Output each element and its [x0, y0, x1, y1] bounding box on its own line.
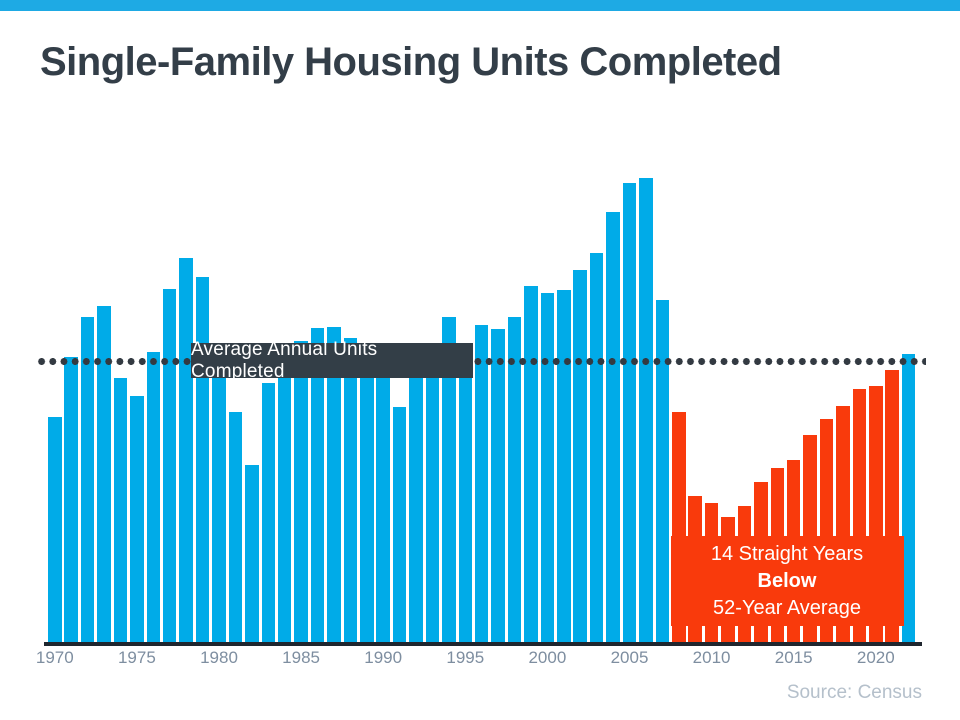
page-title: Single-Family Housing Units Completed: [40, 40, 782, 84]
bar-1973: [97, 306, 111, 642]
bar-1997: [491, 329, 505, 642]
x-tick-2015: 2015: [774, 648, 813, 667]
bar-1987: [327, 327, 341, 642]
bar-2002: [573, 270, 587, 642]
bar-1990: [376, 371, 390, 642]
bar-1984: [277, 354, 292, 642]
header-accent-bar: [0, 0, 960, 11]
bar-1980: [212, 373, 226, 642]
bar-1976: [146, 352, 160, 642]
bar-1974: [113, 378, 128, 642]
source-label: Source: Census: [786, 682, 922, 703]
bar-1985: [294, 341, 308, 642]
bar-1993: [425, 350, 440, 642]
x-axis-line: [44, 642, 922, 646]
bar-1979: [195, 277, 210, 642]
x-tick-1985: 1985: [282, 648, 320, 667]
bar-1991: [392, 407, 407, 642]
bar-1986: [310, 328, 325, 642]
annotation-line-3: 52-Year Average: [713, 596, 861, 619]
bar-1994: [442, 317, 456, 642]
x-tick-1980: 1980: [200, 648, 238, 667]
bar-1998: [507, 317, 522, 642]
bar-2000: [540, 293, 555, 642]
bar-2005: [622, 183, 637, 642]
x-tick-2020: 2020: [856, 648, 895, 667]
bar-1972: [80, 317, 95, 642]
x-tick-1975: 1975: [117, 648, 156, 667]
annotation-line-1: 14 Straight Years: [710, 542, 864, 565]
x-tick-1990: 1990: [364, 648, 403, 667]
bar-1988: [343, 338, 358, 642]
bar-2007: [655, 300, 669, 642]
bar-1989: [360, 354, 374, 642]
bar-1982: [245, 465, 259, 642]
bar-2004: [606, 212, 620, 642]
bar-1996: [474, 325, 489, 642]
x-tick-2000: 2000: [528, 648, 567, 667]
bar-1995: [458, 343, 472, 642]
bar-1977: [162, 289, 177, 642]
bar-1981: [228, 412, 243, 642]
average-line-label-box: Average Annual Units Completed: [191, 339, 473, 382]
bar-2006: [639, 178, 653, 642]
bar-1992: [409, 372, 423, 642]
bar-1999: [524, 286, 538, 642]
below-average-annotation-box: 14 Straight Years Below 52-Year Average: [670, 536, 904, 626]
bar-1975: [130, 396, 144, 642]
x-tick-1995: 1995: [446, 648, 485, 667]
bar-1978: [179, 258, 193, 642]
x-tick-2010: 2010: [692, 648, 731, 667]
bar-2001: [557, 290, 571, 642]
average-dotted-line: [36, 358, 926, 365]
annotation-line-2: Below: [757, 569, 817, 592]
bar-2003: [589, 253, 604, 642]
bar-2022: [901, 354, 916, 642]
bar-1983: [261, 383, 275, 642]
x-tick-1970: 1970: [35, 648, 74, 667]
bar-1971: [64, 357, 78, 642]
average-line-label: Average Annual Units Completed: [191, 338, 378, 382]
bar-1970: [48, 417, 62, 642]
x-tick-2005: 2005: [610, 648, 649, 667]
